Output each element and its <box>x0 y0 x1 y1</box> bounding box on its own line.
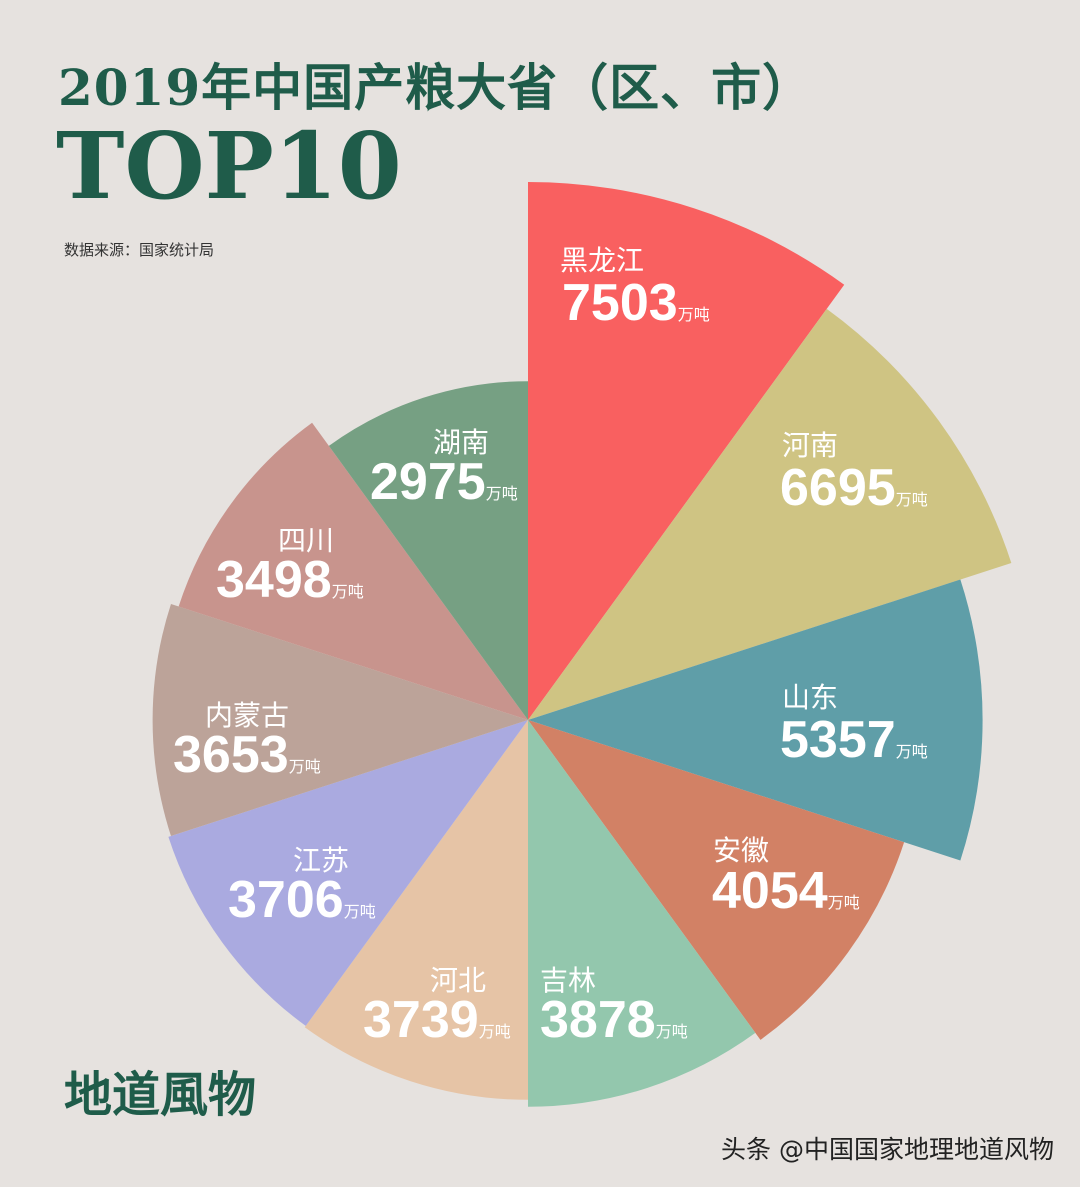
label-name-7: 内蒙古 <box>205 699 289 732</box>
slice-3 <box>528 720 905 1040</box>
label-value-0: 7503万吨 <box>562 274 710 332</box>
page-title: 2019年中国产粮大省（区、市） <box>58 58 814 117</box>
label-value-5: 3739万吨 <box>363 991 511 1049</box>
label-value-4: 3878万吨 <box>540 991 688 1049</box>
label-name-2: 山东 <box>782 681 838 714</box>
slice-7 <box>152 603 528 837</box>
slice-8 <box>178 422 529 720</box>
label-name-4: 吉林 <box>540 964 596 997</box>
label-name-1: 河南 <box>782 429 838 462</box>
page-subtitle: TOP10 <box>56 112 402 220</box>
watermark: 头条 @中国国家地理地道风物 <box>721 1135 1054 1164</box>
label-value-7: 3653万吨 <box>173 726 321 784</box>
slice-2 <box>528 579 983 861</box>
brand-logo: 地道風物 <box>64 1067 257 1123</box>
data-source: 数据来源：国家统计局 <box>64 241 215 259</box>
label-value-3: 4054万吨 <box>712 862 860 920</box>
slice-0 <box>528 182 845 720</box>
label-name-8: 四川 <box>278 524 334 557</box>
label-value-8: 3498万吨 <box>216 551 364 609</box>
label-name-3: 安徽 <box>713 834 769 867</box>
label-name-0: 黑龙江 <box>560 244 644 277</box>
label-name-6: 江苏 <box>293 844 349 877</box>
slice-9 <box>328 381 528 720</box>
label-value-6: 3706万吨 <box>228 871 376 929</box>
label-value-1: 6695万吨 <box>780 459 928 517</box>
slice-6 <box>168 720 529 1026</box>
slice-5 <box>304 720 528 1100</box>
label-value-2: 5357万吨 <box>780 711 928 769</box>
label-name-5: 河北 <box>430 964 486 997</box>
slice-4 <box>528 720 756 1107</box>
slice-1 <box>528 308 1012 720</box>
label-name-9: 湖南 <box>433 426 489 459</box>
label-value-9: 2975万吨 <box>370 453 518 511</box>
